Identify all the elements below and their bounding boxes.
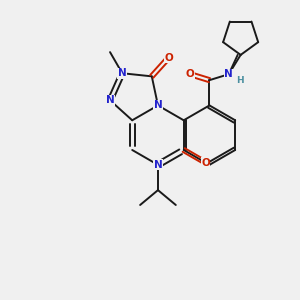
Text: N: N (154, 100, 162, 110)
Text: N: N (106, 95, 115, 105)
Text: N: N (224, 69, 233, 79)
Text: N: N (154, 160, 162, 170)
Text: O: O (201, 158, 210, 168)
Text: O: O (186, 69, 194, 79)
Text: H: H (236, 76, 244, 85)
Text: N: N (118, 68, 127, 78)
Text: O: O (164, 52, 173, 63)
Text: N: N (154, 100, 162, 110)
